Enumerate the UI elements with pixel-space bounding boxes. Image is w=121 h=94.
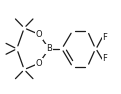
Text: B: B [46, 44, 52, 53]
Text: F: F [102, 33, 107, 42]
Text: F: F [102, 54, 107, 63]
Text: O: O [36, 59, 42, 68]
Text: O: O [36, 30, 42, 39]
